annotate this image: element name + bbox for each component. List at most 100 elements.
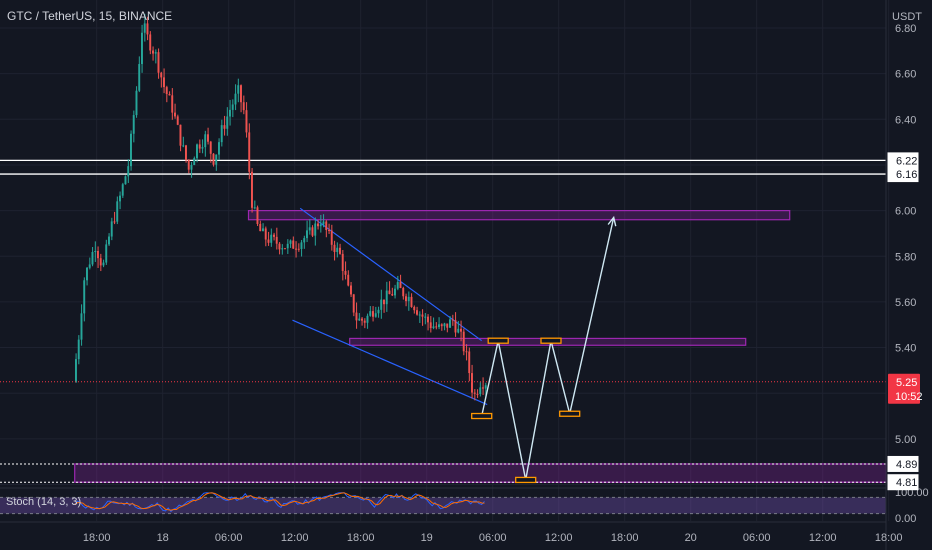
trend-channel[interactable] xyxy=(292,207,488,406)
candle-body xyxy=(102,262,105,266)
candle-body xyxy=(182,145,185,147)
candle-body xyxy=(482,387,484,389)
candle-body xyxy=(185,145,187,160)
time-axis[interactable]: 18:00 18 06:00 12:00 18:00 19 06:00 12:00 18:00 2… xyxy=(0,521,902,544)
candle-body xyxy=(80,313,83,340)
candle-body xyxy=(88,264,91,268)
candle-body xyxy=(259,223,262,232)
chart-title: GTC / TetherUS, 15, BINANCE xyxy=(7,9,173,23)
candle-body xyxy=(215,154,218,165)
price-tick-label: 5.40 xyxy=(895,343,916,355)
candle-body xyxy=(358,318,361,321)
candle-body xyxy=(451,319,454,321)
candle-body xyxy=(473,392,476,394)
candle-body xyxy=(253,207,256,209)
candle-body xyxy=(410,296,413,307)
price-tick-label: 6.80 xyxy=(895,23,916,35)
candle-body xyxy=(479,387,482,395)
candle-body xyxy=(160,72,163,78)
candle-body xyxy=(226,116,229,129)
candle-body xyxy=(347,274,350,286)
candle-body xyxy=(435,326,438,328)
channel-line[interactable] xyxy=(299,207,483,342)
time-tick-label: 12:00 xyxy=(281,532,309,544)
candle-body xyxy=(388,290,391,295)
candle-body xyxy=(204,134,207,148)
price-tag-box xyxy=(887,166,919,183)
candle-body xyxy=(363,320,366,323)
candle-body xyxy=(336,247,339,252)
stoch-label: Stoch (14, 3, 3) xyxy=(6,496,82,508)
candle-body xyxy=(462,331,465,352)
projection-path[interactable] xyxy=(471,215,617,484)
projection-marker[interactable] xyxy=(471,412,493,420)
projection-marker[interactable] xyxy=(540,337,562,344)
candle-body xyxy=(284,248,286,250)
candle-body xyxy=(454,320,457,333)
stochastic-pane[interactable] xyxy=(0,487,886,515)
candle-body xyxy=(377,309,380,314)
candle-body xyxy=(281,248,284,250)
candle-body xyxy=(171,95,174,113)
candle-body xyxy=(99,258,102,266)
candle-body xyxy=(361,318,363,321)
candle-body xyxy=(374,313,377,317)
candle-body xyxy=(130,133,132,167)
candle-body xyxy=(297,248,300,250)
price-axis[interactable]: USDT6.806.606.406.206.005.805.605.405.00… xyxy=(885,0,929,550)
projection-marker[interactable] xyxy=(487,337,509,344)
candle-body xyxy=(468,351,471,374)
candle-body xyxy=(440,324,443,327)
candle-body xyxy=(176,116,179,125)
time-tick-label: 18 xyxy=(157,532,169,544)
price-tag-label: 6.16 xyxy=(896,169,917,181)
currency-label[interactable]: USDT xyxy=(892,11,922,23)
candle-body xyxy=(322,221,325,225)
current-price-tag xyxy=(888,373,920,404)
candle-body xyxy=(380,299,383,310)
candle-body xyxy=(394,288,396,296)
price-zone[interactable] xyxy=(247,210,791,221)
candle-body xyxy=(449,319,451,328)
candle-body xyxy=(218,142,220,155)
horizontal-levels[interactable] xyxy=(0,159,886,175)
candle-body xyxy=(352,294,355,313)
candle-body xyxy=(471,373,473,393)
candle-body xyxy=(251,171,253,208)
candle-body xyxy=(317,223,319,227)
candle-body xyxy=(196,144,198,159)
candle-body xyxy=(427,316,429,323)
candle-body xyxy=(273,234,275,237)
price-zone[interactable] xyxy=(74,463,887,483)
projection-arrowhead xyxy=(607,215,617,227)
stoch-tick-label: 0.00 xyxy=(895,513,916,525)
candle-body xyxy=(138,64,141,91)
candle-body xyxy=(484,385,487,389)
candle-body xyxy=(438,324,440,328)
candle-body xyxy=(267,239,270,243)
time-tick-label: 06:00 xyxy=(215,532,243,544)
candle-body xyxy=(385,290,388,305)
candle-body xyxy=(333,244,336,252)
candle-body xyxy=(237,85,240,94)
projection-line[interactable] xyxy=(481,217,615,481)
candle-body xyxy=(270,234,273,243)
candle-body xyxy=(124,176,127,185)
channel-line[interactable] xyxy=(292,319,488,406)
projection-marker[interactable] xyxy=(559,410,581,417)
candle-body xyxy=(421,314,424,317)
price-tick-label: 5.60 xyxy=(895,297,916,309)
candle-body xyxy=(330,230,333,245)
candle-body xyxy=(198,144,201,149)
candle-body xyxy=(306,230,308,239)
time-tick-label: 18:00 xyxy=(83,532,111,544)
price-tick-label: 5.00 xyxy=(895,434,916,446)
candle-body xyxy=(350,285,352,295)
projection-marker[interactable] xyxy=(515,476,537,484)
candle-body xyxy=(319,224,322,227)
candle-body xyxy=(295,248,297,250)
candle-body xyxy=(146,23,149,35)
candle-body xyxy=(141,32,143,65)
candle-body xyxy=(460,328,462,332)
